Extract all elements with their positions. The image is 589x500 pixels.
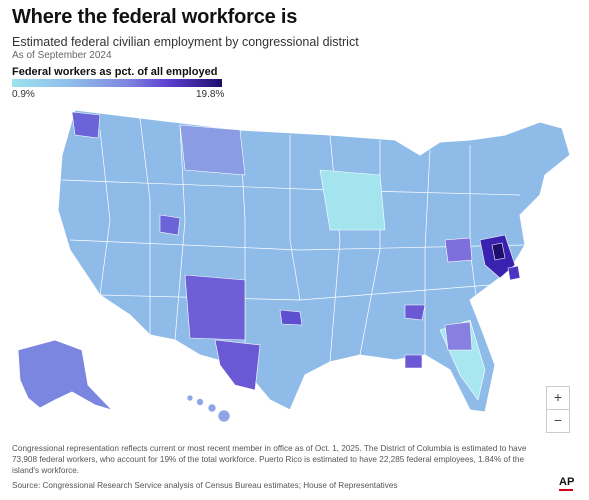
- source-credit: Source: Congressional Research Service a…: [12, 481, 398, 490]
- zoom-in-button[interactable]: +: [546, 386, 570, 410]
- legend-title: Federal workers as pct. of all employed: [12, 66, 218, 78]
- montana-region[interactable]: [179, 124, 246, 176]
- footnote: Congressional representation reflects cu…: [12, 444, 527, 475]
- norfolk-region[interactable]: [507, 265, 521, 281]
- legend-max-label: 19.8%: [196, 89, 225, 100]
- legend-color-scale: [12, 79, 222, 87]
- zoom-out-button[interactable]: −: [546, 409, 570, 433]
- new-mexico-region[interactable]: [184, 274, 246, 341]
- ap-logo-underline: [559, 489, 573, 491]
- louisiana-region[interactable]: [404, 354, 423, 369]
- plains-low-region[interactable]: [319, 169, 386, 231]
- ohio-region[interactable]: [444, 237, 473, 263]
- contiguous-us[interactable]: [57, 109, 571, 413]
- tennessee-region[interactable]: [404, 304, 426, 321]
- us-district-map[interactable]: [0, 100, 589, 430]
- dc-region[interactable]: [491, 242, 506, 261]
- as-of-date: As of September 2024: [12, 50, 112, 61]
- ap-logo: AP: [559, 476, 575, 488]
- utah-region[interactable]: [159, 214, 181, 236]
- washington-region[interactable]: [71, 111, 101, 139]
- georgia-region[interactable]: [444, 321, 473, 351]
- oklahoma-region[interactable]: [279, 309, 303, 326]
- hawaii-region[interactable]: [186, 394, 231, 423]
- texas-region[interactable]: [214, 339, 261, 391]
- page-title: Where the federal workforce is: [12, 6, 298, 28]
- subtitle: Estimated federal civilian employment by…: [12, 35, 359, 49]
- legend-min-label: 0.9%: [12, 89, 35, 100]
- alaska-region[interactable]: [17, 339, 114, 411]
